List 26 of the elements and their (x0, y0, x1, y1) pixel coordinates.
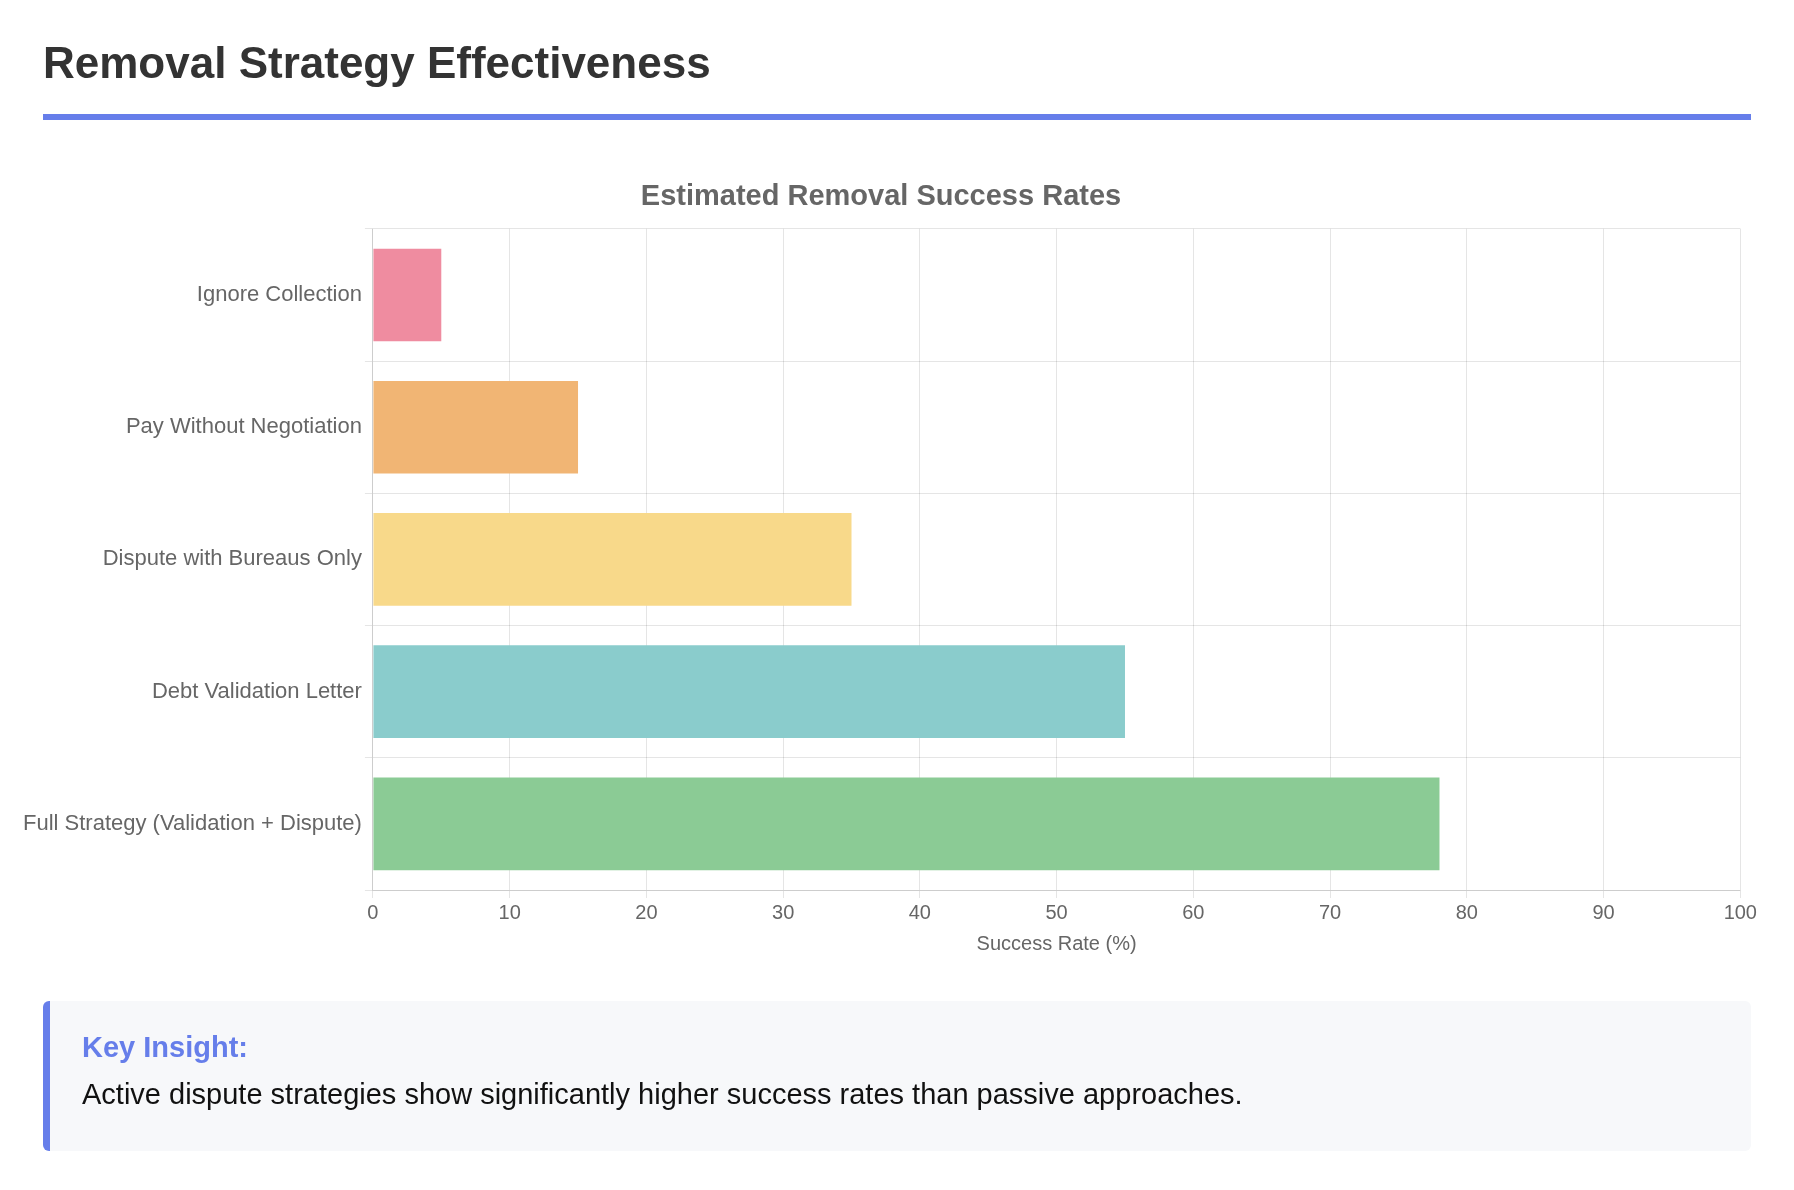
x-tick-label: 20 (635, 900, 658, 923)
bar (373, 777, 1440, 871)
y-tick-label: Dispute with Bureaus Only (102, 545, 362, 571)
x-tick-label: 50 (1045, 900, 1068, 923)
y-tick-label: Debt Validation Letter (151, 677, 362, 703)
x-tick-label: 0 (367, 900, 379, 923)
y-tick-label: Full Strategy (Validation + Dispute) (22, 809, 362, 835)
y-tick-label: Ignore Collection (196, 280, 362, 306)
x-tick-label: 30 (772, 900, 795, 923)
x-tick-label: 40 (908, 900, 931, 923)
text: Active dispute strategies show significantly higher success rates than passive approaches. (82, 1078, 1244, 1111)
bar (373, 380, 579, 474)
x-tick-label: 90 (1592, 900, 1615, 923)
x-tick-label: 60 (1182, 900, 1205, 923)
x-axis-title: Success Rate (%) (976, 931, 1137, 954)
bar (373, 645, 1125, 738)
chart-subtitle: Estimated Removal Success Rates (640, 179, 1122, 212)
x-tick-label: 70 (1318, 900, 1342, 923)
y-tick-label: Pay Without Negotiation (125, 413, 362, 439)
bar (373, 248, 442, 342)
x-tick-label: 100 (1723, 900, 1757, 923)
text: Key Insight: (82, 1031, 249, 1064)
chart-title: Removal Strategy Effectiveness (43, 38, 711, 88)
x-tick-label: 10 (498, 900, 521, 923)
x-tick-label: 80 (1455, 900, 1478, 923)
bar (373, 513, 852, 606)
